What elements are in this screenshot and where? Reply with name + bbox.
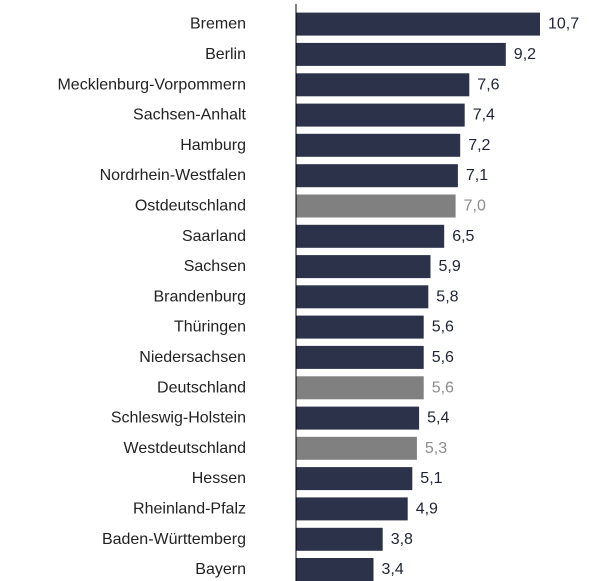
value-label-nordrhein-westfalen: 7,1: [466, 167, 488, 184]
bar-saarland: [296, 224, 445, 248]
value-label-ostdeutschland: 7,0: [464, 198, 486, 215]
category-label-brandenburg: Brandenburg: [153, 288, 246, 305]
bar-berlin: [296, 42, 506, 66]
value-label-hessen: 5,1: [420, 470, 442, 487]
value-labels-group: 10,7 9,2 7,6 7,4 7,2 7,1 7,0 6,5 5,9 5,8 5,6 5,6 5,6…: [382, 16, 580, 578]
value-label-mecklenburg-vorpommern: 7,6: [477, 76, 499, 93]
category-label-sachsen-anhalt: Sachsen-Anhalt: [133, 107, 247, 124]
value-label-bayern: 3,4: [382, 561, 404, 578]
category-labels-group: Bremen Berlin Mecklenburg-Vorpommern Sachse…: [57, 16, 246, 578]
bars-group: [296, 12, 540, 581]
bar-deutschland: [296, 376, 424, 400]
category-label-schleswig-holstein: Schleswig-Holstein: [111, 410, 246, 427]
bar-sachsen: [296, 255, 431, 279]
bar-rheinland-pfalz: [296, 497, 408, 521]
category-label-deutschland: Deutschland: [157, 379, 246, 396]
bar-ostdeutschland: [296, 194, 456, 218]
value-label-bremen: 10,7: [548, 16, 579, 33]
value-label-brandenburg: 5,8: [436, 288, 458, 305]
category-label-berlin: Berlin: [205, 46, 246, 63]
bar-niedersachsen: [296, 345, 424, 369]
category-label-ostdeutschland: Ostdeutschland: [135, 198, 246, 215]
category-label-saarland: Saarland: [182, 228, 246, 245]
bar-thueringen: [296, 315, 424, 339]
bar-sachsen-anhalt: [296, 103, 465, 127]
bar-baden-wuerttemberg: [296, 527, 383, 551]
bar-brandenburg: [296, 285, 429, 309]
value-label-berlin: 9,2: [514, 46, 536, 63]
bar-bayern: [296, 558, 374, 581]
bar-westdeutschland: [296, 436, 417, 460]
bar-schleswig-holstein: [296, 406, 420, 430]
bar-hamburg: [296, 133, 461, 157]
value-label-sachsen-anhalt: 7,4: [473, 107, 495, 124]
value-label-hamburg: 7,2: [468, 137, 490, 154]
category-label-thueringen: Thüringen: [174, 319, 246, 336]
category-label-hamburg: Hamburg: [180, 137, 246, 154]
value-label-saarland: 6,5: [452, 228, 474, 245]
category-label-hessen: Hessen: [192, 470, 246, 487]
category-label-sachsen: Sachsen: [184, 258, 246, 275]
value-label-schleswig-holstein: 5,4: [427, 410, 449, 427]
value-label-baden-wuerttemberg: 3,8: [391, 531, 413, 548]
bar-bremen: [296, 12, 540, 36]
category-label-nordrhein-westfalen: Nordrhein-Westfalen: [100, 167, 246, 184]
value-label-deutschland: 5,6: [432, 379, 454, 396]
bar-hessen: [296, 467, 413, 491]
value-label-niedersachsen: 5,6: [432, 349, 454, 366]
category-label-bremen: Bremen: [190, 16, 246, 33]
value-label-thueringen: 5,6: [432, 319, 454, 336]
value-label-sachsen: 5,9: [439, 258, 461, 275]
value-label-westdeutschland: 5,3: [425, 440, 447, 457]
category-label-baden-wuerttemberg: Baden-Württemberg: [102, 531, 246, 548]
category-label-mecklenburg-vorpommern: Mecklenburg-Vorpommern: [57, 76, 246, 93]
value-label-rheinland-pfalz: 4,9: [416, 500, 438, 517]
category-label-westdeutschland: Westdeutschland: [124, 440, 246, 457]
category-label-rheinland-pfalz: Rheinland-Pfalz: [133, 500, 246, 517]
bar-mecklenburg-vorpommern: [296, 73, 470, 97]
category-label-niedersachsen: Niedersachsen: [139, 349, 246, 366]
bar-nordrhein-westfalen: [296, 164, 458, 188]
category-label-bayern: Bayern: [195, 561, 246, 578]
